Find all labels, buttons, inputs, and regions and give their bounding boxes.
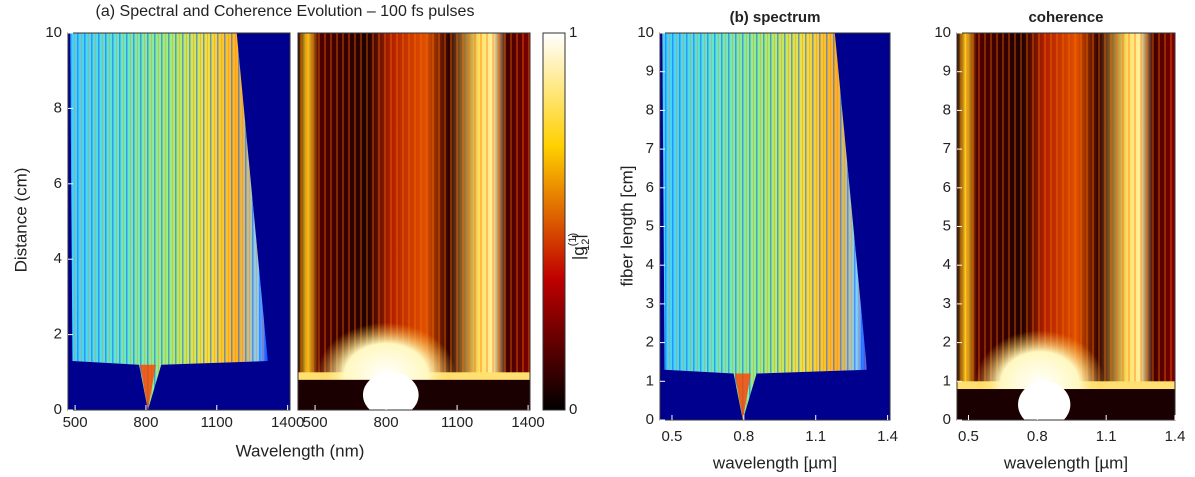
y-tick-label: 8 <box>54 99 62 116</box>
y-tick-label: 6 <box>646 179 654 196</box>
x-tick-label: 1.4 <box>1165 428 1186 445</box>
heatmap <box>660 33 890 420</box>
spectrum-core <box>139 364 156 410</box>
y-tick-label: 1 <box>943 372 951 389</box>
spectrum-core <box>734 373 751 420</box>
x-tick-label: 1.1 <box>805 428 826 445</box>
heatmap <box>957 33 1175 420</box>
x-tick-label: 0.8 <box>1027 428 1048 445</box>
y-tick-label: 8 <box>646 101 654 118</box>
x-tick-label: 1.4 <box>877 428 898 445</box>
y-tick-label: 10 <box>934 24 951 41</box>
x-tick-label: 1100 <box>201 414 233 431</box>
x-axis-label: wavelength [µm] <box>712 453 837 472</box>
spectrum-stripes <box>662 33 867 420</box>
y-tick-label: 8 <box>943 101 951 118</box>
white-core <box>362 372 419 410</box>
x-axis-label: Wavelength (nm) <box>236 441 365 460</box>
y-tick-label: 5 <box>943 217 951 234</box>
y-tick-label: 2 <box>646 334 654 351</box>
panel-title: coherence <box>1028 9 1103 26</box>
spectrum-stripes <box>70 33 268 410</box>
x-tick-label: 0.5 <box>662 428 683 445</box>
axes-frame <box>297 32 531 411</box>
y-tick-label: 2 <box>943 334 951 351</box>
y-tick-label: 7 <box>943 140 951 157</box>
y-tick-label: 6 <box>943 179 951 196</box>
y-tick-label: 4 <box>54 250 62 267</box>
colorbar <box>542 32 566 411</box>
x-tick-label: 1100 <box>441 414 473 431</box>
y-tick-label: 0 <box>646 411 654 428</box>
x-axis-label: wavelength [µm] <box>1003 453 1128 472</box>
panel-title: (b) spectrum <box>730 9 821 26</box>
y-tick-label: 5 <box>646 217 654 234</box>
colorbar-label-base: |g <box>569 246 588 260</box>
x-tick-label: 1.1 <box>1096 428 1117 445</box>
panel-title: (a) Spectral and Coherence Evolution – 1… <box>96 3 475 20</box>
y-tick-label: 6 <box>54 175 62 192</box>
y-tick-label: 0 <box>54 401 62 418</box>
x-tick-label: 800 <box>374 414 399 431</box>
y-tick-label: 9 <box>646 63 654 80</box>
x-tick-label: 1400 <box>271 414 304 431</box>
y-tick-label: 1 <box>646 372 654 389</box>
x-tick-label: 1400 <box>511 414 544 431</box>
y-tick-label: 3 <box>943 295 951 312</box>
y-tick-label: 4 <box>646 256 654 273</box>
heatmap <box>68 33 290 410</box>
y-tick-label: 9 <box>943 63 951 80</box>
colorbar-tick-label: 0 <box>569 401 577 418</box>
y-tick-label: 2 <box>54 326 62 343</box>
y-tick-label: 3 <box>646 295 654 312</box>
y-tick-label: 7 <box>646 140 654 157</box>
y-tick-label: 10 <box>45 24 62 41</box>
x-tick-label: 500 <box>303 414 328 431</box>
axes-frame <box>67 32 291 411</box>
colorbar-tick-label: 1 <box>569 24 577 41</box>
y-axis-label: fiber length [cm] <box>617 166 636 287</box>
colorbar-label-sup: (1) <box>567 233 579 246</box>
x-tick-label: 0.8 <box>733 428 754 445</box>
y-tick-label: 0 <box>943 411 951 428</box>
colorbar-label-sub: 12 <box>580 239 592 251</box>
white-core <box>1018 381 1071 420</box>
colorbar-label: |g(1)12| <box>567 233 592 260</box>
y-tick-label: 4 <box>943 256 951 273</box>
y-axis-label: Distance (cm) <box>11 168 30 273</box>
x-tick-label: 0.5 <box>958 428 979 445</box>
y-tick-label: 10 <box>637 24 654 41</box>
x-tick-label: 500 <box>63 414 88 431</box>
heatmap <box>298 33 530 410</box>
x-tick-label: 800 <box>133 414 158 431</box>
colorbar-label-end: | <box>569 234 588 238</box>
